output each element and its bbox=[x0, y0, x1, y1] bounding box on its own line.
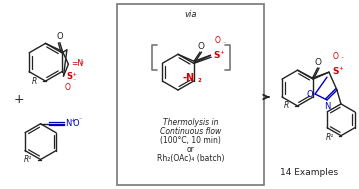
Text: (100°C, 10 min): (100°C, 10 min) bbox=[160, 136, 221, 145]
Text: N: N bbox=[65, 119, 72, 128]
Text: ₂: ₂ bbox=[197, 75, 201, 84]
Text: ⁻: ⁻ bbox=[223, 42, 226, 47]
Text: +: + bbox=[13, 93, 24, 106]
Text: R: R bbox=[283, 101, 289, 110]
Text: +: + bbox=[338, 66, 343, 71]
Text: ⁻: ⁻ bbox=[341, 58, 344, 63]
Text: O: O bbox=[73, 119, 79, 128]
Text: =N: =N bbox=[71, 59, 84, 68]
Text: ⁻: ⁻ bbox=[73, 80, 76, 85]
Text: S: S bbox=[214, 51, 220, 60]
Text: R¹: R¹ bbox=[23, 155, 32, 164]
Text: ⁻: ⁻ bbox=[78, 118, 81, 123]
Text: Rh₂(OAc)₄ (batch): Rh₂(OAc)₄ (batch) bbox=[157, 154, 224, 163]
Text: -N: -N bbox=[182, 73, 195, 83]
Text: O: O bbox=[57, 32, 63, 41]
Text: +: + bbox=[219, 50, 224, 55]
Text: N: N bbox=[324, 102, 330, 111]
Text: O: O bbox=[215, 36, 220, 45]
Text: S: S bbox=[332, 67, 339, 76]
Text: R¹: R¹ bbox=[326, 133, 334, 142]
Text: +: + bbox=[70, 118, 75, 123]
Text: O: O bbox=[197, 42, 204, 51]
Text: O: O bbox=[307, 90, 313, 98]
Text: O: O bbox=[333, 52, 339, 61]
Bar bbox=[117, 4, 264, 185]
Text: R: R bbox=[31, 77, 37, 86]
Text: or: or bbox=[187, 145, 194, 154]
Text: via: via bbox=[184, 10, 197, 19]
Text: 14 Examples: 14 Examples bbox=[280, 168, 339, 177]
Text: +: + bbox=[71, 72, 77, 77]
Text: S: S bbox=[66, 72, 73, 81]
Text: O: O bbox=[65, 83, 70, 92]
Text: O: O bbox=[315, 58, 322, 67]
Text: Thermolysis in: Thermolysis in bbox=[163, 118, 218, 127]
Text: ₂: ₂ bbox=[80, 59, 83, 65]
Text: Continuous flow: Continuous flow bbox=[160, 127, 221, 136]
